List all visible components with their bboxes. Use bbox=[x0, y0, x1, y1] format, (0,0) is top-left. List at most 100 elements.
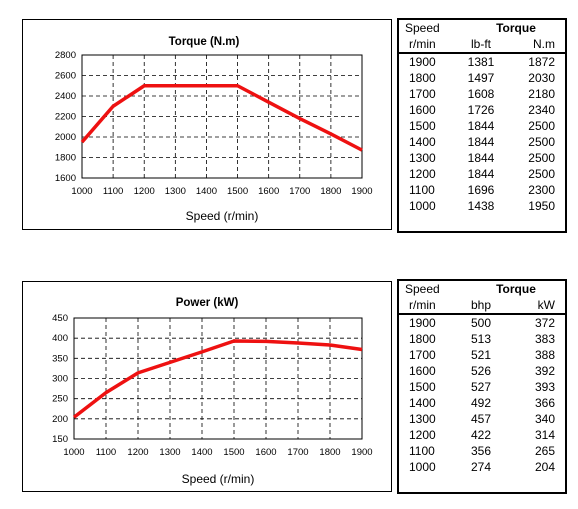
table-cell: 1400 bbox=[409, 135, 436, 149]
table-cell: 383 bbox=[534, 332, 555, 346]
table-cell: 1100 bbox=[409, 183, 435, 197]
x-tick-label: 1300 bbox=[165, 186, 186, 197]
table-row: 1900 500 372 bbox=[399, 315, 565, 331]
kw-unit: kW bbox=[537, 298, 555, 312]
x-tick-label: 1900 bbox=[351, 447, 372, 458]
table-row: 1200 1844 2500 bbox=[399, 166, 565, 182]
torque-table: Speed Torque r/min lb-ft N.m 1900 1381 187… bbox=[397, 18, 567, 233]
table-cell: 1608 bbox=[467, 87, 495, 101]
power-table-body: 1900 500 372 1800 513 383 1700 521 388 1600 526 392… bbox=[399, 315, 565, 475]
table-cell: 2340 bbox=[528, 103, 555, 117]
table-cell: 492 bbox=[470, 396, 492, 410]
table-cell: 1950 bbox=[528, 199, 555, 213]
speed-unit: r/min bbox=[409, 37, 436, 51]
table-cell: 1300 bbox=[409, 151, 436, 165]
table-cell: 340 bbox=[534, 412, 555, 426]
table-row: 1000 274 204 bbox=[399, 459, 565, 475]
table-cell: 2500 bbox=[528, 119, 555, 133]
table-row: 1900 1381 1872 bbox=[399, 54, 565, 70]
x-tick-label: 1800 bbox=[320, 186, 341, 197]
torque-table-body: 1900 1381 1872 1800 1497 2030 1700 1608 2180 1600… bbox=[399, 54, 565, 214]
table-cell: 393 bbox=[534, 380, 555, 394]
y-tick-label: 250 bbox=[52, 394, 68, 405]
table-cell: 1200 bbox=[409, 428, 436, 442]
torque-chart-svg: Torque (N.m) 1600 1800 2000 2200 2400 2600 2800… bbox=[55, 36, 373, 223]
table-cell: 1300 bbox=[409, 412, 436, 426]
table-cell: 1000 bbox=[409, 199, 436, 213]
table-row: 1100 356 265 bbox=[399, 443, 565, 459]
table-cell: 527 bbox=[470, 380, 492, 394]
table-cell: 314 bbox=[534, 428, 555, 442]
table-cell: 1696 bbox=[467, 183, 495, 197]
y-tick-label: 2800 bbox=[55, 50, 76, 61]
x-axis-label: Speed (r/min) bbox=[182, 472, 255, 486]
table-cell: 356 bbox=[470, 444, 492, 458]
x-tick-label: 1400 bbox=[191, 447, 212, 458]
table-cell: 2500 bbox=[528, 151, 555, 165]
table-cell: 513 bbox=[470, 332, 492, 346]
table-cell: 1900 bbox=[409, 55, 436, 69]
power-table-header: Speed Torque bbox=[399, 281, 565, 297]
table-cell: 1844 bbox=[467, 135, 495, 149]
table-cell: 2500 bbox=[528, 135, 555, 149]
table-cell: 521 bbox=[470, 348, 492, 362]
table-cell: 457 bbox=[470, 412, 492, 426]
table-cell: 204 bbox=[534, 460, 555, 474]
x-tick-label: 1500 bbox=[223, 447, 244, 458]
table-cell: 1872 bbox=[528, 55, 555, 69]
table-cell: 1500 bbox=[409, 380, 436, 394]
x-axis-label: Speed (r/min) bbox=[186, 209, 259, 223]
table-row: 1700 1608 2180 bbox=[399, 86, 565, 102]
table-cell: 1700 bbox=[409, 87, 436, 101]
x-tick-label: 1700 bbox=[289, 186, 310, 197]
table-cell: 392 bbox=[534, 364, 555, 378]
table-cell: 1200 bbox=[409, 167, 436, 181]
x-tick-label: 1300 bbox=[159, 447, 180, 458]
x-tick-label: 1700 bbox=[287, 447, 308, 458]
table-row: 1300 1844 2500 bbox=[399, 150, 565, 166]
x-tick-label: 1800 bbox=[319, 447, 340, 458]
table-cell: 1700 bbox=[409, 348, 436, 362]
table-row: 1800 513 383 bbox=[399, 331, 565, 347]
table-cell: 1400 bbox=[409, 396, 436, 410]
y-tick-label: 2200 bbox=[55, 112, 76, 123]
table-cell: 2030 bbox=[528, 71, 555, 85]
table-row: 1700 521 388 bbox=[399, 347, 565, 363]
y-tick-label: 400 bbox=[52, 333, 68, 344]
y-tick-label: 200 bbox=[52, 414, 68, 425]
chart-title: Torque (N.m) bbox=[169, 36, 240, 48]
power-group-header: Torque bbox=[496, 282, 536, 296]
table-cell: 1900 bbox=[409, 316, 436, 330]
x-tick-label: 1000 bbox=[71, 186, 92, 197]
table-cell: 1100 bbox=[409, 444, 435, 458]
x-tick-label: 1100 bbox=[96, 447, 116, 458]
table-row: 1200 422 314 bbox=[399, 427, 565, 443]
table-cell: 422 bbox=[470, 428, 492, 442]
speed-unit: r/min bbox=[409, 298, 436, 312]
power-table: Speed Torque r/min bhp kW 1900 500 372 1800… bbox=[397, 279, 567, 494]
y-tick-label: 1800 bbox=[55, 153, 76, 164]
y-tick-label: 350 bbox=[52, 353, 68, 364]
table-cell: 1600 bbox=[409, 364, 436, 378]
x-tick-label: 1600 bbox=[258, 186, 279, 197]
y-tick-label: 2000 bbox=[55, 132, 76, 143]
table-row: 1100 1696 2300 bbox=[399, 182, 565, 198]
table-cell: 1500 bbox=[409, 119, 436, 133]
table-row: 1800 1497 2030 bbox=[399, 70, 565, 86]
plot-area bbox=[73, 317, 363, 440]
table-cell: 500 bbox=[470, 316, 492, 330]
x-tick-label: 1000 bbox=[63, 447, 84, 458]
torque-group-header: Torque bbox=[496, 21, 536, 35]
table-cell: 1844 bbox=[467, 151, 495, 165]
table-cell: 1800 bbox=[409, 71, 436, 85]
table-cell: 1844 bbox=[467, 119, 495, 133]
y-tick-label: 450 bbox=[52, 313, 68, 324]
x-tick-label: 1200 bbox=[134, 186, 155, 197]
y-tick-label: 150 bbox=[52, 434, 68, 445]
table-cell: 265 bbox=[534, 444, 555, 458]
table-cell: 366 bbox=[534, 396, 555, 410]
table-row: 1500 527 393 bbox=[399, 379, 565, 395]
table-row: 1600 526 392 bbox=[399, 363, 565, 379]
table-cell: 372 bbox=[534, 316, 555, 330]
table-cell: 1438 bbox=[467, 199, 495, 213]
